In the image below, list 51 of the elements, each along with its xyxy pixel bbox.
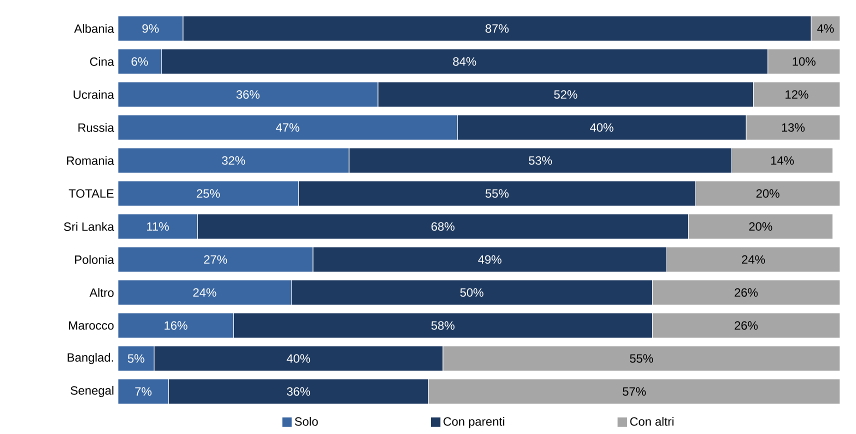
data-label: 55% bbox=[486, 189, 509, 198]
data-label: 6% bbox=[132, 57, 148, 66]
data-label: 16% bbox=[164, 321, 188, 330]
data-label: 40% bbox=[286, 354, 310, 363]
data-label: 26% bbox=[734, 321, 758, 330]
data-label: 10% bbox=[792, 57, 816, 66]
data-label: 12% bbox=[786, 90, 808, 99]
data-label: 53% bbox=[528, 156, 552, 165]
data-label: 26% bbox=[734, 288, 758, 297]
data-label: 25% bbox=[196, 189, 220, 198]
y-tick-label: Altro bbox=[89, 288, 114, 297]
legend-label: Solo bbox=[294, 416, 318, 426]
data-label: 5% bbox=[128, 354, 144, 363]
legend-label: Con altri bbox=[630, 416, 674, 426]
data-label: 27% bbox=[204, 255, 228, 264]
data-label: 55% bbox=[630, 354, 654, 363]
y-tick-label: Banglad. bbox=[68, 352, 114, 364]
data-label: 87% bbox=[486, 24, 509, 33]
data-label: 20% bbox=[756, 189, 780, 198]
data-label: 52% bbox=[554, 90, 578, 99]
data-label: 84% bbox=[453, 57, 476, 66]
data-label: 4% bbox=[817, 24, 834, 33]
data-label: 57% bbox=[622, 387, 646, 396]
data-label: 58% bbox=[431, 321, 454, 330]
data-label: 7% bbox=[135, 387, 152, 396]
y-tick-label: Ucraina bbox=[74, 90, 114, 99]
data-label: 36% bbox=[236, 90, 260, 99]
data-label: 9% bbox=[142, 24, 159, 33]
data-label: 20% bbox=[749, 222, 772, 231]
y-tick-label: Romania bbox=[67, 156, 114, 165]
y-tick-label: Marocco bbox=[69, 321, 114, 330]
data-label: 47% bbox=[276, 123, 300, 132]
y-tick-label: TOTALE bbox=[68, 189, 114, 198]
y-tick-label: Russia bbox=[78, 123, 114, 132]
data-label: 24% bbox=[742, 255, 765, 264]
data-label: 36% bbox=[286, 387, 310, 396]
data-label: 68% bbox=[432, 222, 454, 231]
data-label: 50% bbox=[460, 288, 484, 297]
legend-label: Con parenti bbox=[444, 416, 504, 428]
y-tick-label: Cina bbox=[90, 57, 114, 66]
data-label: 14% bbox=[771, 156, 794, 165]
data-label: 32% bbox=[222, 156, 246, 165]
y-tick-label: Sri Lanka bbox=[64, 222, 114, 231]
y-tick-label: Albania bbox=[74, 24, 114, 33]
y-tick-label: Senegal bbox=[70, 386, 114, 398]
y-tick-label: Polonia bbox=[75, 255, 114, 264]
data-label: 11% bbox=[147, 222, 169, 231]
data-label: 13% bbox=[782, 123, 805, 132]
data-label: 49% bbox=[478, 255, 502, 264]
data-label: 40% bbox=[590, 123, 614, 132]
data-label: 24% bbox=[193, 288, 216, 297]
